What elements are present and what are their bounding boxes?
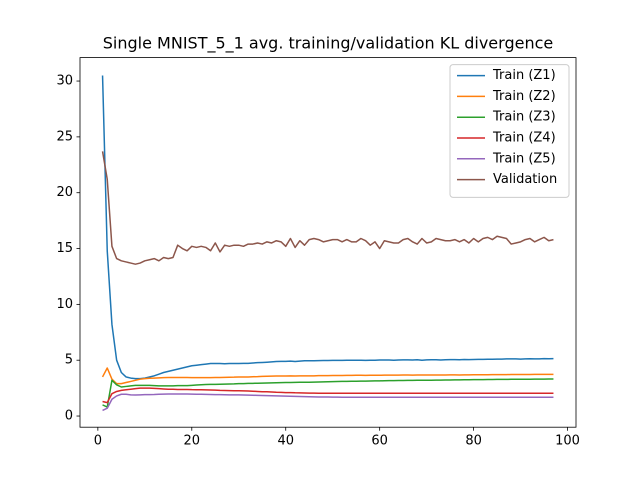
line	[101, 75, 554, 380]
y-tick-label: 25	[56, 129, 73, 144]
line	[102, 387, 554, 404]
x-tick-label: 20	[184, 434, 201, 449]
line	[102, 393, 554, 412]
y-tick-label: 30	[56, 74, 73, 89]
legend-box	[449, 64, 570, 198]
legend-label: Train (Z2)	[492, 89, 556, 104]
axes-frame	[79, 57, 577, 428]
legend-label: Train (Z1)	[492, 68, 556, 83]
y-tick-label: 10	[56, 297, 73, 312]
legend-label: Train (Z3)	[492, 110, 556, 125]
x-tick-label: 80	[465, 434, 482, 449]
x-tick-label: 100	[555, 434, 580, 449]
line	[101, 151, 554, 265]
line	[102, 378, 554, 408]
legend-label: Validation	[493, 172, 557, 187]
x-tick-label: 60	[371, 434, 388, 449]
legend-label: Train (Z5)	[492, 151, 556, 166]
y-tick-label: 15	[56, 241, 73, 256]
y-tick-label: 0	[65, 409, 73, 424]
line	[101, 367, 554, 385]
y-tick-label: 20	[56, 185, 73, 200]
legend-label: Train (Z4)	[492, 131, 556, 146]
chart-title: Single MNIST_5_1 avg. training/validatio…	[103, 34, 553, 54]
x-tick-label: 40	[277, 434, 294, 449]
x-tick-label: 0	[94, 434, 102, 449]
y-tick-label: 5	[65, 353, 73, 368]
